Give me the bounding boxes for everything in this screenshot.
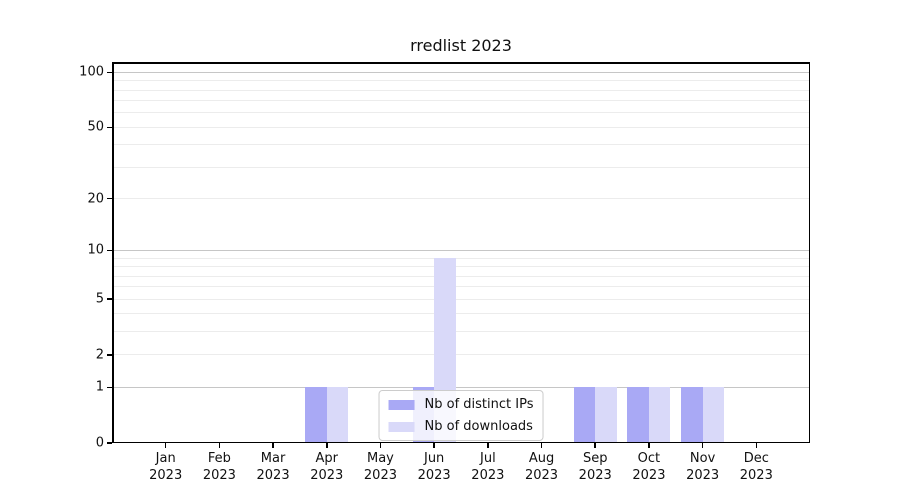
x-tickmark-oct-2023	[648, 443, 650, 448]
x-tick-label-apr-2023: Apr 2023	[310, 451, 344, 483]
y-tick-label-50: 50	[87, 119, 104, 135]
y-tickmark-1	[107, 386, 112, 389]
x-tick-label-may-2023: May 2023	[363, 451, 397, 483]
plot-area	[112, 62, 810, 443]
y-tickmark-5	[107, 298, 112, 300]
y-tick-label-1: 1	[95, 379, 104, 395]
spine-left	[112, 62, 114, 443]
x-tick-label-nov-2023: Nov 2023	[686, 451, 720, 483]
y-tick-label-5: 5	[95, 291, 104, 307]
legend-label-distinct-ips: Nb of distinct IPs	[424, 397, 534, 412]
x-tickmark-apr-2023	[326, 443, 328, 448]
x-tickmark-jun-2023	[433, 443, 435, 448]
x-tickmark-sep-2023	[594, 443, 596, 448]
x-tickmark-may-2023	[379, 443, 382, 448]
bar-nb-of-downloads-apr-2023	[326, 387, 349, 443]
x-tickmark-mar-2023	[272, 443, 274, 448]
y-tick-label-2: 2	[95, 347, 104, 363]
gridline-major-10	[112, 249, 810, 251]
y-tickmark-50	[107, 126, 112, 129]
gridline-major-1	[112, 386, 810, 388]
gridline-minor-4	[112, 313, 810, 315]
gridline-minor-3	[112, 331, 810, 333]
chart-title: rredlist 2023	[410, 36, 512, 55]
y-tick-label-10: 10	[87, 242, 104, 258]
spine-right	[808, 62, 810, 443]
bar-nb-of-distinct-ips-nov-2023	[681, 387, 703, 443]
spine-top	[112, 62, 810, 64]
legend: Nb of distinct IPs Nb of downloads	[378, 390, 544, 441]
gridline-minor-30	[112, 166, 810, 168]
bar-nb-of-downloads-oct-2023	[648, 387, 671, 443]
gridline-minor-20	[112, 198, 810, 200]
x-tick-label-jun-2023: Jun 2023	[417, 451, 451, 483]
x-tick-label-dec-2023: Dec 2023	[739, 451, 773, 483]
y-tickmark-20	[107, 197, 112, 200]
y-tickmark-2	[107, 354, 112, 356]
legend-item-distinct-ips: Nb of distinct IPs	[388, 395, 534, 414]
gridline-minor-80	[112, 89, 810, 91]
legend-swatch-downloads	[388, 421, 415, 432]
gridline-minor-8	[112, 266, 810, 268]
x-tickmark-aug-2023	[540, 443, 543, 448]
y-tick-label-20: 20	[87, 191, 104, 207]
x-tick-label-jul-2023: Jul 2023	[471, 451, 505, 483]
y-tickmark-10	[107, 249, 112, 252]
gridline-minor-9	[112, 257, 810, 259]
x-tick-label-jan-2023: Jan 2023	[149, 451, 183, 483]
x-tickmark-jan-2023	[164, 443, 167, 448]
gridline-minor-70	[112, 100, 810, 102]
x-tickmark-feb-2023	[218, 443, 221, 448]
bar-nb-of-downloads-nov-2023	[702, 387, 725, 443]
gridline-minor-50	[112, 126, 810, 128]
bar-nb-of-distinct-ips-oct-2023	[627, 387, 649, 443]
gridline-minor-90	[112, 80, 810, 82]
x-tickmark-nov-2023	[701, 443, 704, 448]
y-tick-label-100: 100	[79, 64, 104, 80]
legend-label-downloads: Nb of downloads	[424, 419, 533, 434]
x-tick-label-mar-2023: Mar 2023	[256, 451, 290, 483]
x-tick-label-oct-2023: Oct 2023	[632, 451, 666, 483]
x-tickmark-jul-2023	[487, 443, 489, 448]
x-tick-label-feb-2023: Feb 2023	[202, 451, 236, 483]
gridline-major-100	[112, 71, 810, 73]
gridline-minor-40	[112, 144, 810, 146]
legend-swatch-distinct-ips	[388, 399, 415, 410]
gridline-minor-60	[112, 112, 810, 114]
spine-bottom	[112, 441, 810, 443]
y-tickmark-0	[107, 442, 112, 444]
gridline-minor-6	[112, 286, 810, 288]
y-tickmark-100	[107, 71, 112, 74]
bar-nb-of-downloads-sep-2023	[595, 387, 617, 443]
bar-nb-of-distinct-ips-sep-2023	[573, 387, 596, 443]
gridline-minor-7	[112, 275, 810, 277]
x-tick-label-aug-2023: Aug 2023	[524, 451, 559, 483]
gridline-minor-5	[112, 298, 810, 300]
gridline-minor-2	[112, 354, 810, 356]
x-tick-label-sep-2023: Sep 2023	[578, 451, 612, 483]
y-tick-label-0: 0	[95, 435, 104, 451]
legend-item-downloads: Nb of downloads	[388, 417, 534, 436]
x-tickmark-dec-2023	[755, 443, 758, 448]
bar-nb-of-distinct-ips-apr-2023	[305, 387, 327, 443]
